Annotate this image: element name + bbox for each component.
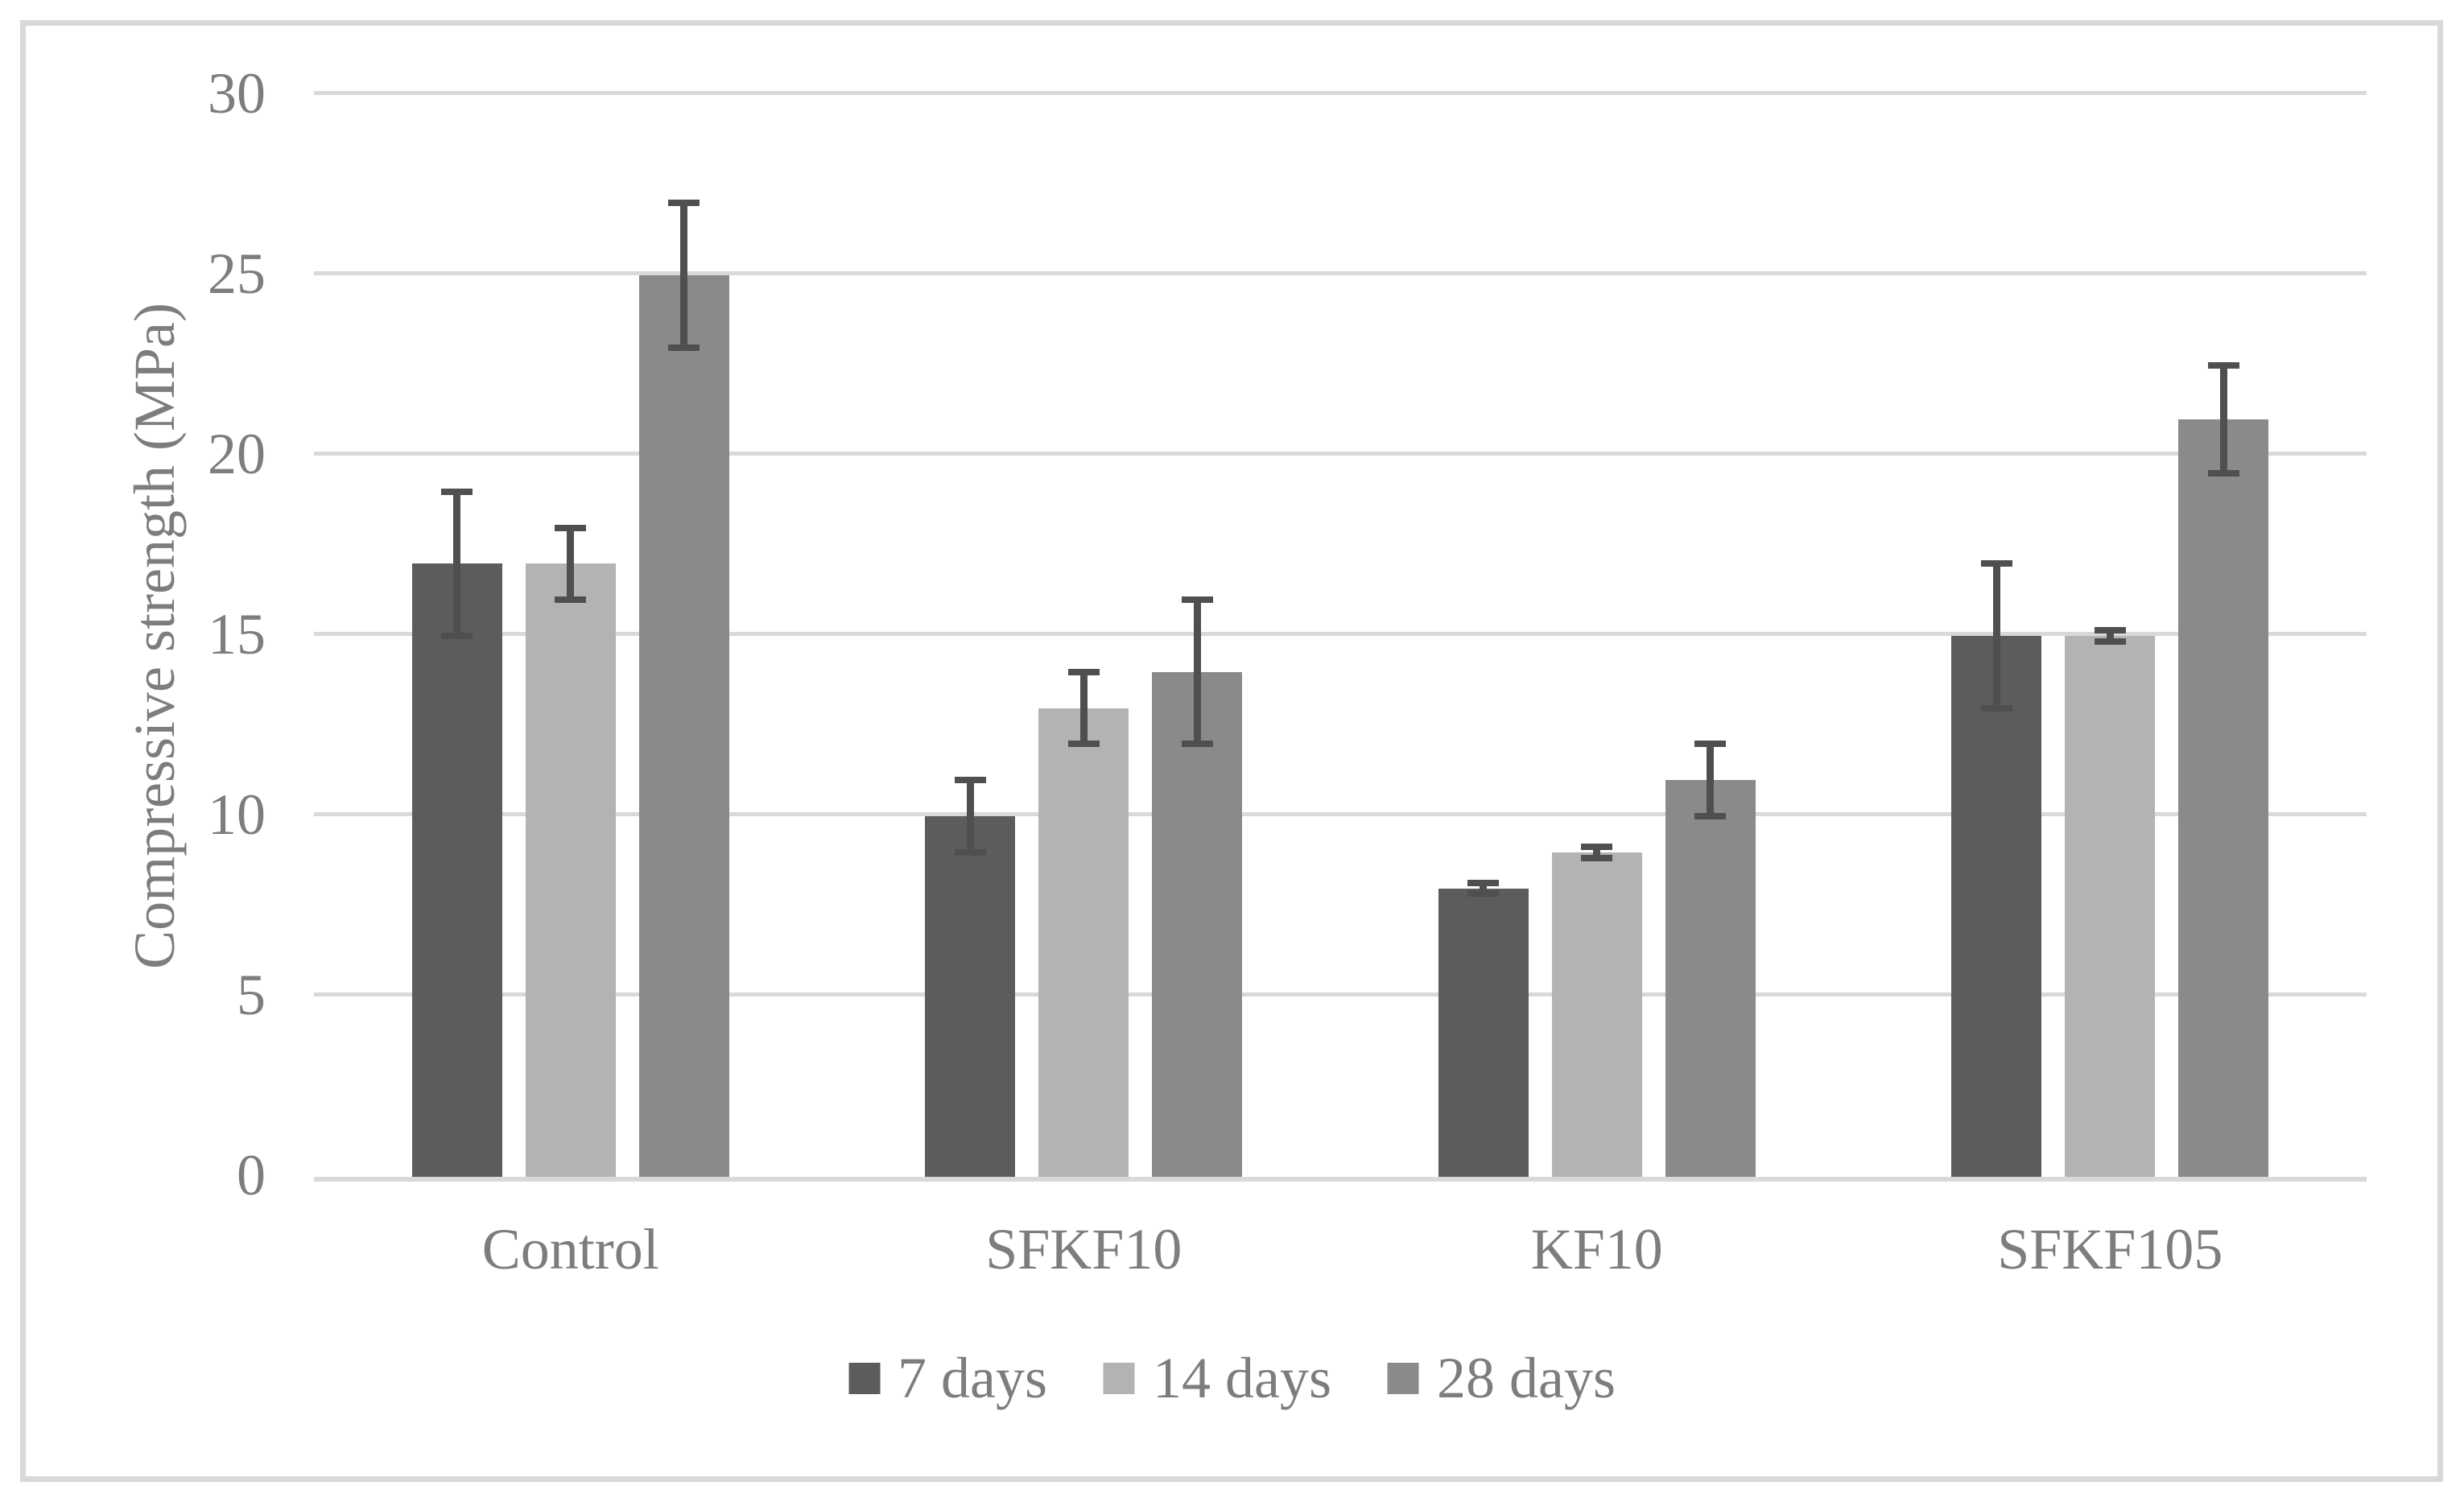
- error-bar-14-days-SFKF105: [2106, 630, 2114, 642]
- bar-7-days-KF10: [1438, 888, 1529, 1177]
- legend-swatch-28-days: [1387, 1362, 1419, 1394]
- error-cap-top-14-days-SFKF105: [2094, 627, 2126, 634]
- error-bar-28-days-SFKF105: [2219, 365, 2227, 474]
- error-bar-28-days-Control: [680, 203, 688, 348]
- bar-14-days-Control: [525, 563, 616, 1177]
- error-cap-bottom-14-days-KF10: [1581, 854, 1613, 861]
- bar-7-days-SFKF105: [1951, 636, 2042, 1177]
- bar-28-days-SFKF105: [2178, 419, 2269, 1177]
- error-cap-top-7-days-Control: [441, 488, 473, 495]
- error-cap-bottom-14-days-SFKF10: [1067, 741, 1100, 748]
- gridline-5: [314, 992, 2367, 997]
- error-cap-top-7-days-SFKF10: [954, 777, 986, 784]
- bar-28-days-SFKF10: [1152, 671, 1243, 1177]
- error-cap-bottom-28-days-KF10: [1694, 813, 1727, 819]
- y-tick-label-0: 0: [237, 1142, 266, 1207]
- bar-7-days-SFKF10: [925, 816, 1016, 1177]
- legend-item-14-days: 14 days: [1104, 1346, 1331, 1410]
- error-bar-14-days-Control: [567, 527, 575, 600]
- error-cap-top-14-days-SFKF10: [1067, 668, 1100, 675]
- error-bar-7-days-SFKF105: [1992, 563, 2000, 708]
- x-category-label-SFKF10: SFKF10: [985, 1217, 1182, 1281]
- x-category-label-SFKF105: SFKF105: [1997, 1217, 2223, 1281]
- error-bar-14-days-SFKF10: [1079, 671, 1088, 745]
- error-bar-28-days-KF10: [1707, 744, 1715, 816]
- error-cap-bottom-7-days-KF10: [1467, 890, 1500, 897]
- bar-7-days-Control: [411, 563, 502, 1177]
- error-bar-28-days-SFKF10: [1193, 600, 1201, 745]
- error-cap-bottom-7-days-SFKF10: [954, 848, 986, 856]
- legend-label-28-days: 28 days: [1436, 1346, 1616, 1410]
- legend-item-7-days: 7 days: [848, 1346, 1047, 1410]
- y-tick-label-25: 25: [208, 241, 266, 306]
- x-axis-line: [314, 1177, 2367, 1182]
- error-bar-14-days-KF10: [1593, 847, 1601, 858]
- legend-swatch-14-days: [1104, 1362, 1136, 1394]
- gridline-25: [314, 271, 2367, 275]
- y-tick-label-10: 10: [208, 782, 266, 847]
- error-cap-bottom-7-days-Control: [441, 633, 473, 639]
- bar-14-days-KF10: [1551, 852, 1642, 1177]
- error-cap-bottom-7-days-SFKF105: [1980, 704, 2012, 712]
- gridline-15: [314, 632, 2367, 636]
- error-cap-bottom-28-days-Control: [668, 344, 700, 351]
- error-cap-top-28-days-SFKF105: [2207, 362, 2239, 369]
- error-cap-top-14-days-Control: [555, 524, 587, 531]
- bar-14-days-SFKF105: [2065, 636, 2156, 1177]
- error-cap-top-28-days-SFKF10: [1181, 596, 1213, 604]
- legend-item-28-days: 28 days: [1387, 1346, 1616, 1410]
- error-cap-top-7-days-KF10: [1467, 879, 1500, 886]
- y-tick-label-20: 20: [208, 421, 266, 486]
- error-cap-top-14-days-KF10: [1581, 844, 1613, 851]
- error-cap-bottom-14-days-SFKF105: [2094, 638, 2126, 645]
- error-cap-top-28-days-KF10: [1694, 741, 1727, 748]
- bar-28-days-Control: [638, 275, 729, 1177]
- error-bar-7-days-SFKF10: [966, 780, 974, 852]
- error-cap-bottom-28-days-SFKF105: [2207, 470, 2239, 477]
- error-cap-bottom-14-days-Control: [555, 596, 587, 604]
- bar-28-days-KF10: [1665, 780, 1756, 1177]
- error-cap-bottom-28-days-SFKF10: [1181, 741, 1213, 748]
- y-tick-label-30: 30: [208, 60, 266, 126]
- bar-14-days-SFKF10: [1038, 708, 1129, 1177]
- error-cap-top-7-days-SFKF105: [1980, 560, 2012, 567]
- x-category-label-Control: Control: [481, 1217, 659, 1281]
- figure-border: [20, 20, 2443, 1482]
- y-tick-label-5: 5: [237, 962, 266, 1027]
- legend-swatch-7-days: [848, 1362, 881, 1394]
- error-cap-top-28-days-Control: [668, 200, 700, 207]
- x-category-label-KF10: KF10: [1530, 1217, 1663, 1281]
- gridline-30: [314, 91, 2367, 95]
- legend-label-14-days: 14 days: [1153, 1346, 1331, 1410]
- gridline-20: [314, 452, 2367, 456]
- gridline-10: [314, 812, 2367, 816]
- legend: 7 days 14 days 28 days: [848, 1346, 1616, 1410]
- y-tick-label-15: 15: [208, 601, 266, 666]
- legend-label-7-days: 7 days: [898, 1346, 1048, 1410]
- error-bar-7-days-Control: [453, 491, 461, 636]
- error-bar-7-days-KF10: [1480, 882, 1488, 894]
